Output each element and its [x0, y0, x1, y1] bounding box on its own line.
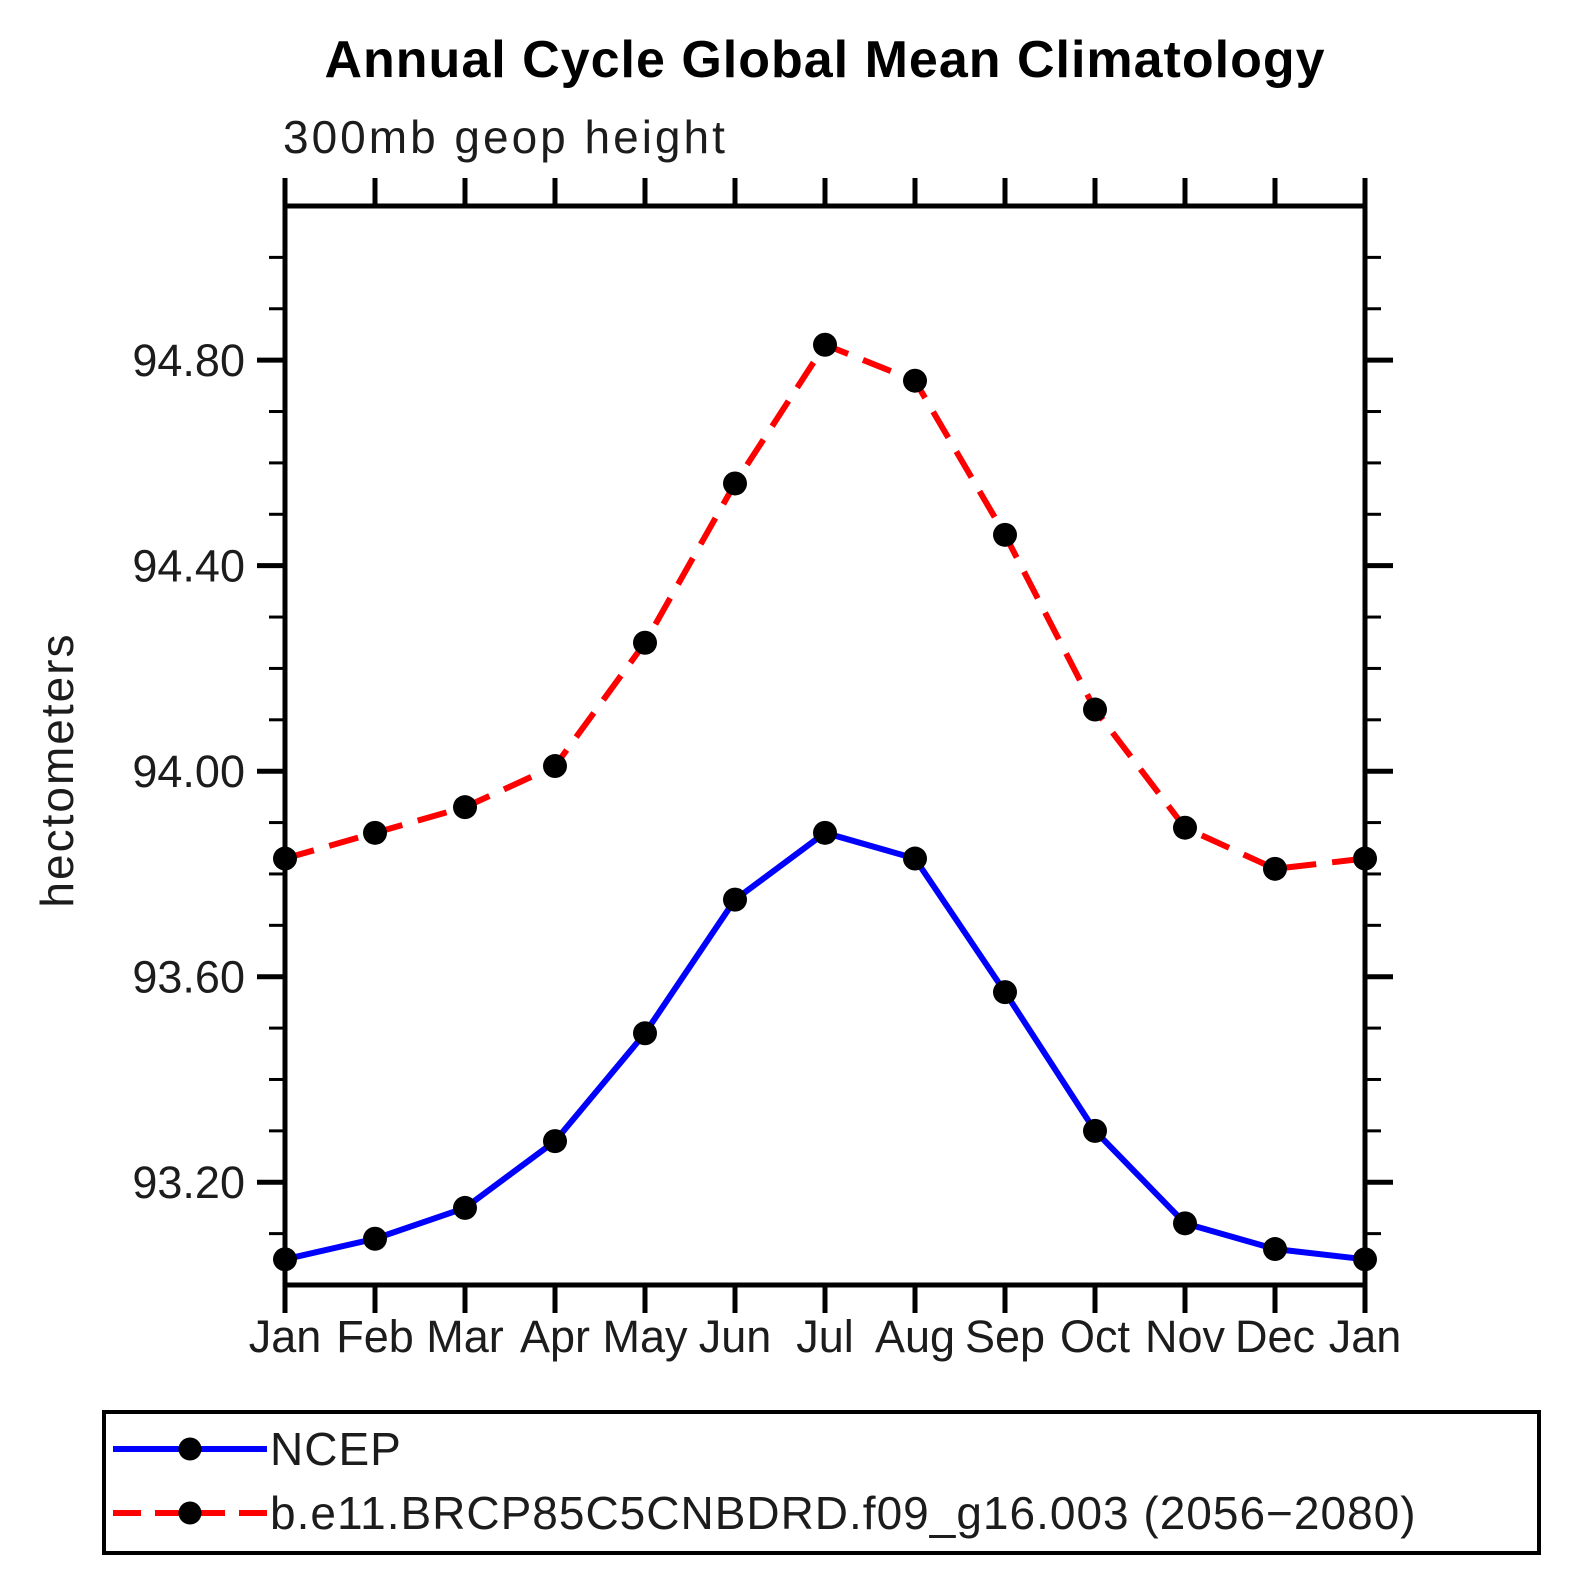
svg-text:Feb: Feb — [336, 1311, 414, 1362]
svg-text:Sep: Sep — [965, 1311, 1045, 1362]
ncep-line-sample — [113, 1437, 267, 1461]
svg-text:94.40: 94.40 — [132, 540, 245, 591]
legend-box: NCEP b.e11.BRCP85C5CNBDRD.f09_g16.003 (2… — [102, 1410, 1541, 1555]
svg-text:Dec: Dec — [1235, 1311, 1315, 1362]
svg-text:Jan: Jan — [249, 1311, 322, 1362]
svg-text:94.80: 94.80 — [132, 335, 245, 386]
svg-text:94.00: 94.00 — [132, 746, 245, 797]
svg-text:Jan: Jan — [1329, 1311, 1402, 1362]
svg-text:Nov: Nov — [1145, 1311, 1226, 1362]
svg-text:Apr: Apr — [520, 1311, 590, 1362]
svg-text:93.20: 93.20 — [132, 1157, 245, 1208]
svg-text:Mar: Mar — [426, 1311, 504, 1362]
svg-text:Oct: Oct — [1060, 1311, 1131, 1362]
legend-row-ncep: NCEP — [110, 1416, 402, 1482]
legend-label-model: b.e11.BRCP85C5CNBDRD.f09_g16.003 (2056−2… — [270, 1487, 1417, 1539]
legend-row-model: b.e11.BRCP85C5CNBDRD.f09_g16.003 (2056−2… — [110, 1480, 1417, 1546]
chart-subtitle: 300mb geop height — [283, 111, 728, 163]
model-line-sample — [113, 1501, 267, 1525]
svg-text:Jul: Jul — [796, 1311, 854, 1362]
chart-title: Annual Cycle Global Mean Climatology — [324, 31, 1326, 89]
svg-text:Aug: Aug — [875, 1311, 955, 1362]
legend-label-ncep: NCEP — [270, 1423, 402, 1475]
svg-text:May: May — [602, 1311, 688, 1362]
svg-text:93.60: 93.60 — [132, 951, 245, 1002]
svg-text:Jun: Jun — [699, 1311, 772, 1362]
